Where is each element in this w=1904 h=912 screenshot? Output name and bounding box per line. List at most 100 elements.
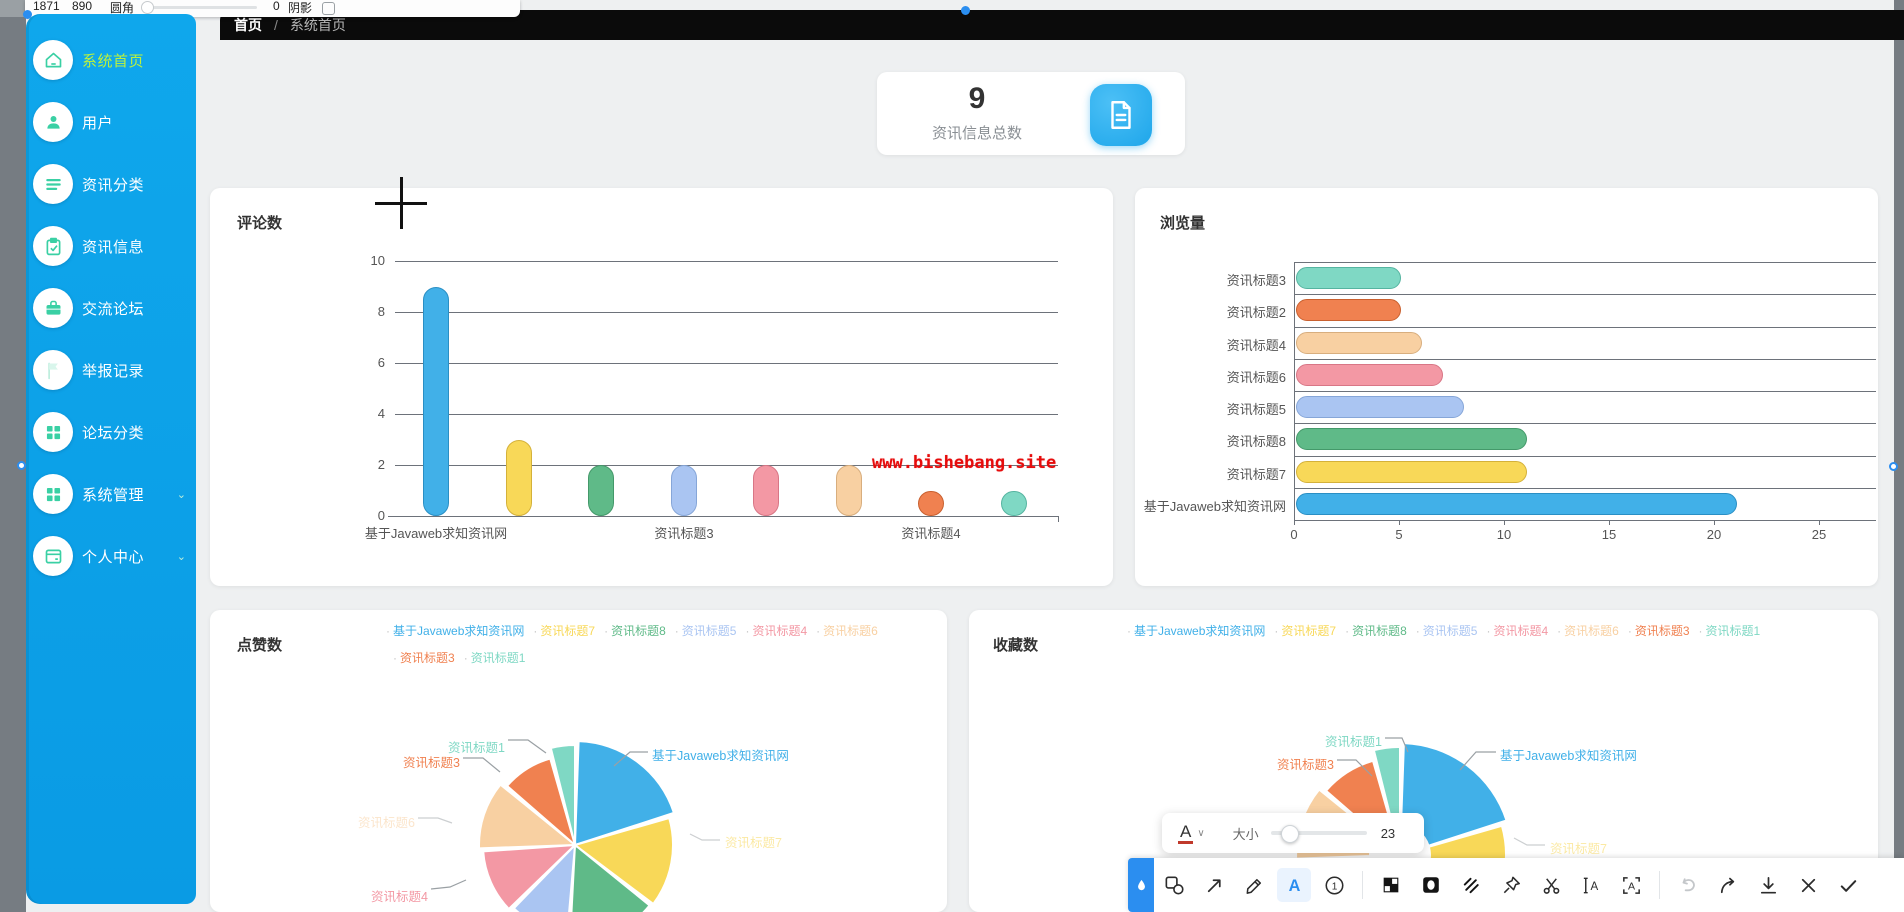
chevron-down-icon: ⌄ [176,488,186,501]
views-chart-panel: 浏览量 [1135,188,1878,586]
svg-text:1: 1 [1331,881,1337,892]
sidebar-item-9[interactable]: 个人中心 ⌄ [26,532,196,580]
favorites-legend-item[interactable]: · 资讯标题7 [1274,624,1337,638]
likes-legend-item[interactable]: · 资讯标题4 [745,624,808,638]
share[interactable] [1711,868,1745,902]
sidebar-item-6[interactable]: 举报记录 [26,346,196,394]
favorites-legend-item[interactable]: · 资讯标题5 [1415,624,1478,638]
grid-icon [33,412,73,452]
legend-marker: · [393,651,397,665]
breadcrumb-separator: / [274,17,278,33]
favorites-legend-item[interactable]: · 资讯标题8 [1345,624,1407,638]
dimmed-left-edge [0,0,26,912]
text-select-tool[interactable]: A [1574,868,1608,902]
sidebar-item-label: 用户 [82,114,114,132]
sidebar-item-label: 举报记录 [82,362,145,380]
marker-tool[interactable] [1128,858,1154,912]
svg-text:A: A [1288,876,1300,894]
font-size-slider-knob[interactable] [1280,825,1299,843]
screenshot-size-bar: 1871 890 圆角 0 阴影 [25,0,520,17]
likes-legend-item[interactable]: · 资讯标题3 [393,651,455,665]
text-tool[interactable]: A [1277,868,1311,902]
svg-text:A: A [1627,880,1634,892]
sidebar-item-label: 交流论坛 [82,300,145,318]
radius-value: 0 [273,0,280,13]
sidebar-item-label: 系统首页 [82,52,145,70]
ocr-tool[interactable]: A [1614,868,1648,902]
likes-chart-title: 点赞数 [237,637,283,654]
likes-legend-item[interactable]: · 资讯标题6 [816,624,878,638]
sidebar-item-7[interactable]: 论坛分类 [26,408,196,456]
legend-marker: · [533,624,538,638]
legend-marker: · [1127,624,1131,638]
shadow-label: 阴影 [288,1,313,15]
legend-marker: · [1415,624,1420,638]
download[interactable] [1751,868,1785,902]
annotation-toolbar: A 1 A A [1128,858,1904,912]
favorites-chart-title: 收藏数 [993,637,1039,654]
favorites-legend-item[interactable]: · 基于Javaweb求知资讯网 [1127,624,1266,638]
likes-legend-item[interactable]: · 基于Javaweb求知资讯网 [386,624,525,638]
font-size-slider[interactable] [1270,825,1367,843]
close[interactable] [1791,868,1825,902]
sidebar-item-label: 系统管理 [82,486,145,504]
confirm[interactable] [1831,868,1865,902]
views-chart-title: 浏览量 [1160,215,1206,232]
sidebar-item-label: 论坛分类 [82,424,145,442]
undo[interactable] [1671,868,1705,902]
selection-handle-top[interactable] [961,6,970,15]
sidebar-item-5[interactable]: 交流论坛 [26,284,196,332]
selection-width-value: 1871 [33,0,60,13]
shadow-checkbox[interactable] [322,2,335,15]
likes-legend-row-2: · 资讯标题3 · 资讯标题1 [393,649,525,666]
legend-marker: · [1274,624,1279,638]
favorites-legend-item[interactable]: · 资讯标题6 [1557,624,1619,638]
likes-legend-item[interactable]: · 资讯标题8 [604,624,666,638]
chevron-down-icon[interactable]: ∨ [1197,827,1205,839]
likes-legend-item[interactable]: · 资讯标题7 [533,624,596,638]
radius-slider-knob[interactable] [141,1,154,14]
sidebar-item-2[interactable]: 用户 [26,98,196,146]
legend-marker: · [1557,624,1562,638]
font-size-label: 大小 [1232,826,1259,842]
pencil-tool[interactable] [1237,868,1271,902]
clipboard-icon [33,226,73,266]
dimmed-right-edge [1894,0,1904,912]
chevron-down-icon: ⌄ [176,550,186,563]
watermark: www.bishebang.site [872,453,1057,473]
legend-marker: · [386,624,390,638]
radius-slider[interactable] [145,6,257,9]
number-badge-tool[interactable]: 1 [1317,868,1351,902]
dimmed-topleft-corner [0,0,26,17]
sidebar-item-1[interactable]: 系统首页 [26,36,196,84]
favorites-legend-item[interactable]: · 资讯标题1 [1698,624,1761,638]
pin-tool[interactable] [1494,868,1528,902]
mosaic-tool[interactable] [1374,868,1408,902]
hatch-tool[interactable] [1454,868,1488,902]
toolbar-separator [1659,871,1660,899]
blur-tool[interactable] [1414,868,1448,902]
legend-marker: · [1698,624,1703,638]
likes-legend-item[interactable]: · 资讯标题1 [463,651,526,665]
user-icon [33,102,73,142]
sidebar-item-3[interactable]: 资讯分类 [26,160,196,208]
font-color-button[interactable]: A [1178,822,1194,844]
document-icon [1090,84,1152,146]
favorites-legend-item[interactable]: · 资讯标题4 [1486,624,1549,638]
sidebar-item-8[interactable]: 系统管理 ⌄ [26,470,196,518]
legend-marker: · [745,624,750,638]
likes-legend-item[interactable]: · 资讯标题5 [674,624,737,638]
svg-text:A: A [1590,880,1598,892]
selection-handle-topleft[interactable] [23,10,32,19]
sidebar-item-4[interactable]: 资讯信息 [26,222,196,270]
briefcase-icon [33,288,73,328]
selection-handle-left[interactable] [17,461,26,470]
breadcrumb-home[interactable]: 首页 [234,17,262,33]
home-icon [33,40,73,80]
arrow-tool[interactable] [1197,868,1231,902]
legend-marker: · [604,624,609,638]
selection-handle-right[interactable] [1889,462,1898,471]
shape-tool[interactable] [1157,868,1191,902]
favorites-legend-item[interactable]: · 资讯标题3 [1627,624,1690,638]
cut-tool[interactable] [1534,868,1568,902]
